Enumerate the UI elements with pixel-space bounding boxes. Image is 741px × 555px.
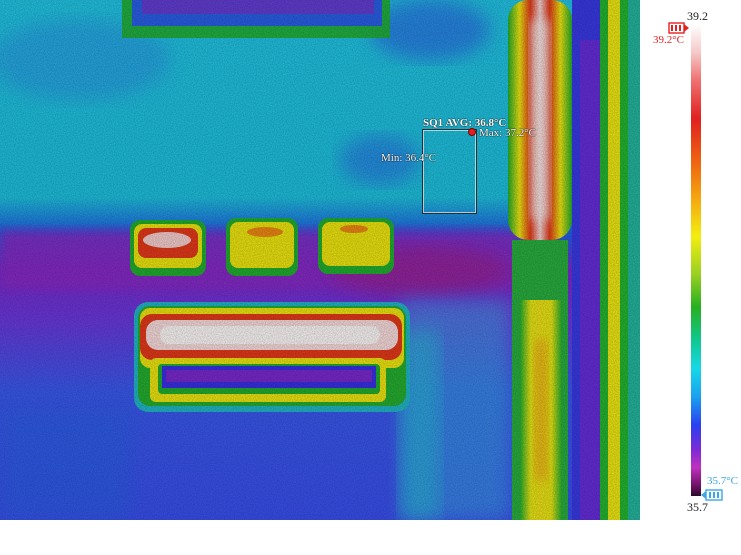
roi-avg-label: SQ1 AVG: 36.8°C <box>423 117 507 129</box>
thermal-image-canvas <box>0 0 640 520</box>
max-point-marker <box>468 128 476 136</box>
scale-max-value: 39.2 <box>687 9 708 23</box>
roi-box[interactable] <box>422 129 477 214</box>
roi-max-label: Max: 37.2°C <box>479 127 536 139</box>
low-temp-marker-label: 35.7°C <box>707 475 738 487</box>
thermal-image <box>0 0 640 520</box>
scale-min-value: 35.7 <box>687 500 708 514</box>
low-temp-marker-icon[interactable] <box>700 488 724 502</box>
color-scale-bar <box>691 24 701 496</box>
high-temp-marker-label: 39.2°C <box>653 34 684 46</box>
high-temp-marker-icon[interactable] <box>668 21 690 35</box>
roi-min-label: Min: 36.4°C <box>381 152 437 164</box>
